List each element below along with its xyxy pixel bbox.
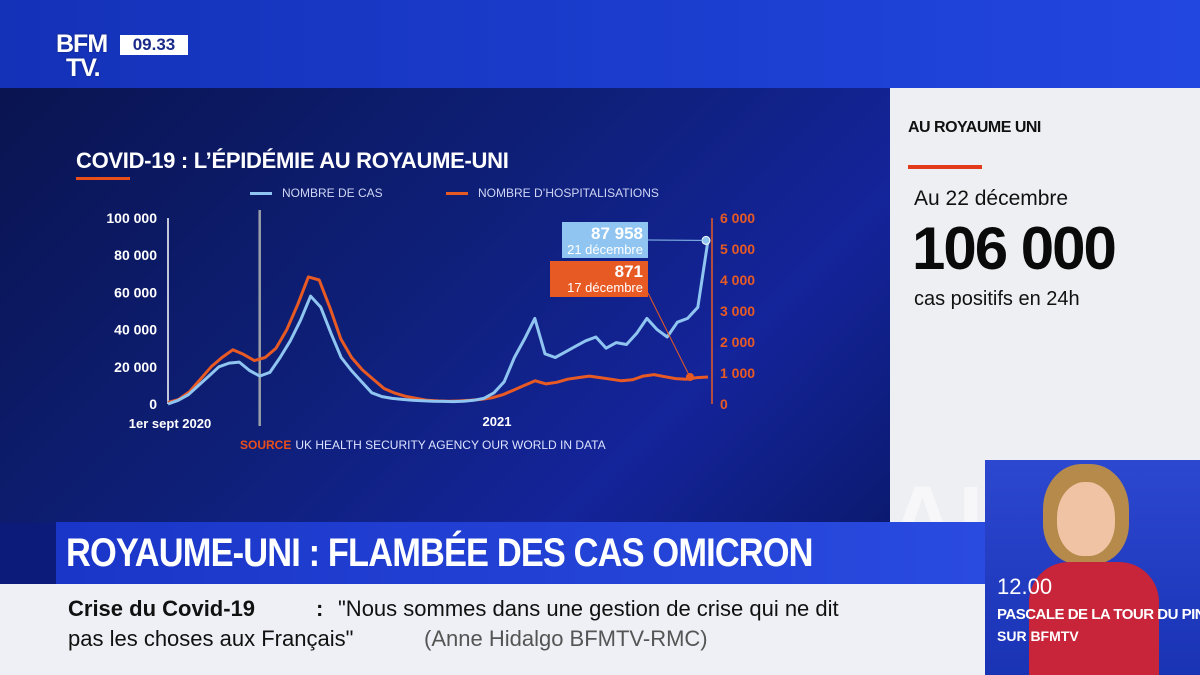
- headline-text: ROYAUME-UNI : FLAMBÉE DES CAS OMICRON: [66, 531, 814, 575]
- callout-hosp-leader: [647, 292, 691, 378]
- bfmtv-logo: BFM TV.: [56, 32, 118, 84]
- right-tick-label: 3 000: [720, 303, 755, 319]
- ticker-colon: :: [316, 596, 324, 621]
- left-tick-label: 80 000: [114, 247, 157, 263]
- headline-bar: ROYAUME-UNI : FLAMBÉE DES CAS OMICRON: [56, 522, 986, 584]
- right-tick-label: 4 000: [720, 272, 755, 288]
- source-text: UK HEALTH SECURITY AGENCY OUR WORLD IN D…: [295, 438, 606, 452]
- callout-cases-box: [562, 222, 648, 258]
- callout-hosp-value: 871: [615, 262, 643, 281]
- legend-cases-label: NOMBRE DE CAS: [282, 186, 383, 200]
- callout-cases-date: 21 décembre: [567, 242, 643, 257]
- ticker-quote-line2: pas les choses aux Français": [68, 626, 354, 651]
- side-caption: cas positifs en 24h: [914, 288, 1080, 310]
- right-tick-label: 1 000: [720, 365, 755, 381]
- right-tick-label: 2 000: [720, 334, 755, 350]
- legend-cases: NOMBRE DE CAS: [250, 186, 383, 200]
- x-tick-label: 1er sept 2020: [129, 416, 211, 431]
- legend-hospitalisations: NOMBRE D’HOSPITALISATIONS: [446, 186, 659, 200]
- promo-name: PASCALE DE LA TOUR DU PIN: [997, 606, 1200, 623]
- chart-title: COVID-19 : L’ÉPIDÉMIE AU ROYAUME-UNI: [76, 148, 509, 173]
- promo-time: 12.00: [997, 574, 1053, 599]
- series-line-cases: [167, 240, 710, 406]
- legend-cases-swatch: [250, 192, 272, 196]
- logo-line2: TV.: [66, 54, 101, 82]
- side-number: 106 000: [912, 215, 1117, 282]
- title-underline: [76, 177, 130, 180]
- left-tick-label: 40 000: [114, 322, 157, 338]
- ticker-topic: Crise du Covid-19: [68, 596, 256, 621]
- side-panel: AU ROYAUME UNI Au 22 décembre 106 000 ca…: [890, 88, 1200, 523]
- left-tick-label: 100 000: [106, 210, 157, 226]
- line-chart: 100 000 80 000 60 000 40 000 20 000 0 6 000 5 0…: [106, 210, 755, 431]
- right-tick-label: 5 000: [720, 241, 755, 257]
- right-tick-label: 0: [720, 396, 728, 412]
- legend-hosp-swatch: [446, 192, 468, 196]
- side-date: Au 22 décembre: [914, 187, 1069, 210]
- x-tick-label: 2021: [483, 414, 512, 429]
- callout-hosp-box: [550, 261, 648, 297]
- source-key: SOURCE: [240, 438, 292, 452]
- right-tick-label: 6 000: [720, 210, 755, 226]
- left-tick-label: 60 000: [114, 284, 157, 300]
- callout-cases-value: 87 958: [591, 224, 643, 243]
- left-tick-label: 0: [149, 396, 157, 412]
- side-heading: AU ROYAUME UNI: [908, 119, 1041, 136]
- ticker-author: (Anne Hidalgo BFMTV-RMC): [424, 626, 708, 651]
- chart-panel: COVID-19 : L’ÉPIDÉMIE AU ROYAUME-UNI NOM…: [0, 88, 890, 523]
- top-band: [0, 0, 1200, 88]
- promo-channel: SUR BFMTV: [997, 628, 1079, 644]
- left-tick-label: 20 000: [114, 359, 157, 375]
- presenter-promo: 12.00 PASCALE DE LA TOUR DU PIN SUR BFMT…: [985, 460, 1200, 675]
- presenter-body: [1029, 562, 1159, 675]
- presenter-face: [1057, 482, 1115, 556]
- ticker-quote-line1: "Nous sommes dans une gestion de crise q…: [338, 596, 839, 621]
- callout-hosp-date: 17 décembre: [567, 280, 643, 295]
- legend-hosp-label: NOMBRE D’HOSPITALISATIONS: [478, 186, 659, 200]
- logo-line1: BFM: [56, 30, 108, 58]
- source-line: SOURCE UK HEALTH SECURITY AGENCY OUR WORL…: [240, 438, 606, 452]
- side-rule: [908, 165, 982, 169]
- clock: 09.33: [120, 35, 188, 55]
